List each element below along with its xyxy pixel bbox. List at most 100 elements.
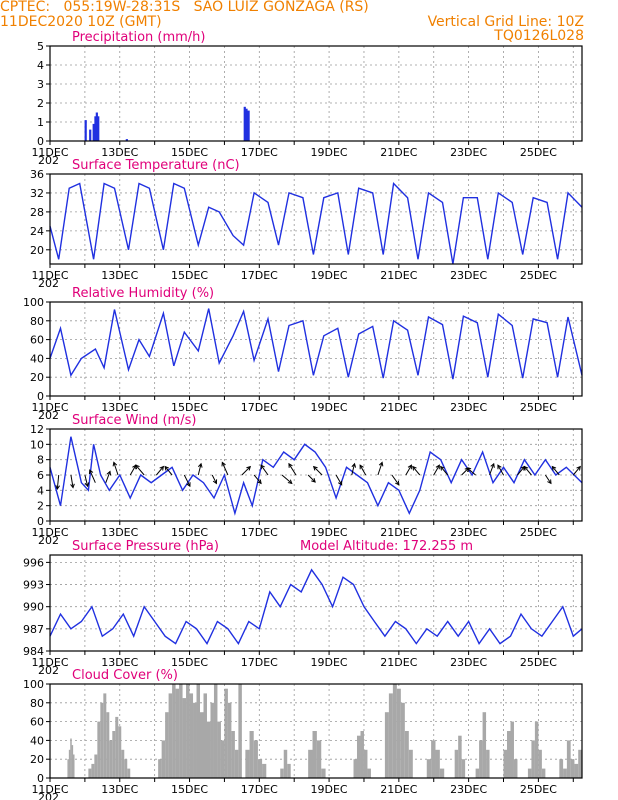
rh-ytick-label: 0 xyxy=(37,390,44,403)
wind-arrow xyxy=(497,464,504,476)
wind-year-fragment: 202 xyxy=(38,534,59,547)
cloud-bar xyxy=(127,768,131,778)
cloud-bar xyxy=(486,749,490,778)
model-altitude: Model Altitude: 172.255 m xyxy=(300,539,473,554)
precip-bar xyxy=(125,139,128,141)
cloud-bar xyxy=(431,740,436,778)
rh-xtick-label: 11DEC xyxy=(31,401,68,414)
wind-arrow-head xyxy=(311,478,316,483)
wind-arrow xyxy=(377,462,383,476)
wind-arrow xyxy=(197,463,202,476)
cloud-bar xyxy=(210,702,214,778)
wind-arrow xyxy=(551,466,560,476)
temp-xtick-label: 11DEC xyxy=(31,269,68,282)
wind-arrow-head xyxy=(576,465,581,471)
wind-arrow-head xyxy=(288,462,293,468)
pressure-xtick-label: 11DEC xyxy=(31,656,68,669)
cloud-bar xyxy=(531,740,535,778)
cloud-ytick-label: 100 xyxy=(23,678,44,691)
precip-bar xyxy=(94,116,97,141)
cloud-bar xyxy=(91,763,95,778)
cloud-bar xyxy=(510,721,514,778)
wind-title: Surface Wind (m/s) xyxy=(72,413,196,428)
rh-xtick-label: 25DEC xyxy=(520,401,557,414)
wind-arrow xyxy=(89,469,96,483)
cloud-bar xyxy=(570,759,575,778)
cloud-bar xyxy=(168,693,173,778)
wind-arrow-head xyxy=(197,462,203,468)
wind-arrow xyxy=(211,474,217,484)
pressure-xtick-label: 15DEC xyxy=(171,656,208,669)
wind-ytick-label: 2 xyxy=(37,500,44,513)
cloud-bar xyxy=(280,768,284,778)
cloud-bar xyxy=(175,688,180,778)
precip-ytick-label: 2 xyxy=(37,97,44,110)
wind-arrow-head xyxy=(212,479,218,485)
cloud-bar xyxy=(220,740,225,778)
cloud-xtick-label: 19DEC xyxy=(311,783,348,796)
precip-xtick-label: 15DEC xyxy=(171,146,208,159)
wind-arrow xyxy=(288,463,297,476)
wind-arrow xyxy=(466,467,476,476)
cloud-xtick-label: 11DEC xyxy=(31,783,68,796)
wind-arrow xyxy=(241,466,251,476)
cloud-bar xyxy=(439,768,445,778)
pressure-xtick-label: 19DEC xyxy=(311,656,348,669)
wind-arrow xyxy=(70,474,74,488)
cloud-bar xyxy=(253,740,258,778)
cloud-bar xyxy=(367,768,371,778)
cloud-bar xyxy=(308,749,313,778)
cloud-bar xyxy=(392,684,397,778)
cloud-xtick-label: 25DEC xyxy=(520,783,557,796)
precip-title: Precipitation (mm/h) xyxy=(72,30,205,45)
cloud-bar xyxy=(353,759,357,778)
wind-arrow-head xyxy=(497,464,502,470)
cloud-bar xyxy=(538,749,542,778)
pressure-title: Surface Pressure (hPa) xyxy=(72,539,219,554)
precip-bar xyxy=(247,110,250,141)
wind-arrow xyxy=(359,464,367,476)
wind-arrow xyxy=(56,474,60,490)
cloud-xtick-label: 17DEC xyxy=(241,783,278,796)
rh-xtick-label: 19DEC xyxy=(311,401,348,414)
cloud-bar xyxy=(100,702,104,778)
pressure-plot-area xyxy=(50,555,582,651)
cloud-xtick-label: 15DEC xyxy=(171,783,208,796)
wind-xtick-label: 17DEC xyxy=(241,526,278,539)
wind-arrow-head xyxy=(490,462,495,468)
cloud-bar xyxy=(203,693,207,778)
precip-xtick-label: 11DEC xyxy=(31,146,68,159)
wind-arrow-head xyxy=(337,480,343,486)
temp-plot-area xyxy=(50,174,582,264)
cloud-bar xyxy=(578,749,582,778)
rh-series-line xyxy=(49,308,583,380)
rh-xtick-label: 15DEC xyxy=(171,401,208,414)
precip-xtick-label: 23DEC xyxy=(450,146,487,159)
wind-arrow xyxy=(489,463,495,476)
cloud-title: Cloud Cover (%) xyxy=(72,668,178,683)
cloud-bar xyxy=(67,759,69,778)
rh-year-fragment: 202 xyxy=(38,409,59,422)
cloud-bar xyxy=(186,684,190,778)
temp-xtick-label: 21DEC xyxy=(380,269,417,282)
temp-year-fragment: 202 xyxy=(38,277,59,290)
wind-ytick-label: 4 xyxy=(37,484,44,497)
precip-bar xyxy=(84,120,87,141)
header-station: CPTEC: 055:19W-28:31S SAO LUIZ GONZAGA (… xyxy=(0,0,369,15)
wind-arrow xyxy=(544,474,552,484)
cloud-bar xyxy=(396,688,401,778)
precip-bar xyxy=(95,112,98,141)
wind-arrow xyxy=(433,464,440,476)
wind-arrow-head xyxy=(407,464,412,470)
cloud-bar xyxy=(316,740,322,778)
temp-ytick-label: 32 xyxy=(30,187,44,200)
temp-xtick-label: 15DEC xyxy=(171,269,208,282)
cloud-bar xyxy=(193,702,197,778)
cloud-bar xyxy=(249,731,254,778)
temp-xtick-label: 25DEC xyxy=(520,269,557,282)
precip-plot-area xyxy=(50,46,582,141)
cloud-bar xyxy=(94,754,98,778)
cloud-bar xyxy=(363,749,368,778)
cloud-bar xyxy=(88,768,92,778)
